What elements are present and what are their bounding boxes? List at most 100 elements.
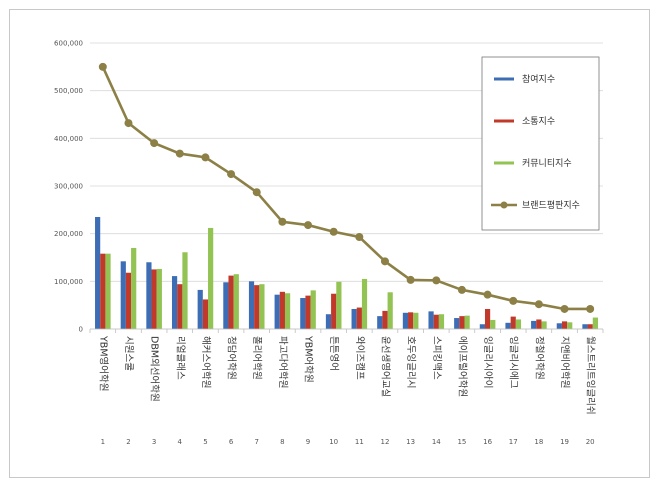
bar — [490, 319, 496, 329]
bar — [531, 320, 537, 329]
bar — [182, 252, 188, 329]
bar — [95, 216, 101, 329]
category-name-label: 지앤비어학원 — [559, 336, 570, 388]
category-name-label: YBM어학원 — [303, 335, 314, 383]
x-tick-label: 5 — [203, 438, 207, 446]
category-name-label: 스피킹맥스 — [431, 336, 443, 380]
bar — [484, 308, 491, 329]
bar — [567, 322, 573, 329]
line-point — [380, 257, 389, 266]
category-name-label: 와이즈캠프 — [354, 336, 366, 380]
bar — [556, 323, 562, 329]
bar — [387, 292, 393, 329]
x-tick-label: 3 — [152, 438, 156, 446]
y-tick-label: 400,000 — [54, 135, 83, 143]
line-point — [124, 119, 133, 128]
bar — [310, 290, 316, 329]
bar — [515, 319, 522, 329]
bar — [177, 284, 183, 329]
bar — [233, 274, 239, 329]
x-tick-label: 17 — [509, 438, 518, 446]
category-name-label: DBM외선어학원 — [149, 336, 161, 402]
bar — [300, 298, 306, 329]
y-tick-label: 500,000 — [54, 87, 83, 95]
category-name-label: 월스트리트잉글리쉬 — [585, 336, 597, 415]
bar — [125, 272, 132, 329]
category-name-label: 리얼클래스 — [174, 336, 185, 380]
bar — [248, 281, 255, 329]
bar — [479, 324, 485, 329]
x-tick-label: 13 — [406, 438, 415, 446]
legend-label: 브랜드평판지수 — [522, 200, 580, 211]
category-name-label: 에이프릴어학원 — [456, 336, 467, 397]
line-point — [534, 300, 543, 309]
y-tick-label: 200,000 — [54, 230, 83, 238]
line-point — [560, 304, 569, 313]
legend-swatch — [494, 77, 514, 81]
bar — [361, 278, 368, 329]
bar — [454, 318, 460, 329]
line-point — [586, 304, 595, 313]
bar — [459, 316, 465, 329]
y-tick-label: 600,000 — [54, 40, 83, 48]
line-point — [304, 221, 313, 230]
bar — [156, 268, 162, 329]
x-tick-label: 10 — [329, 438, 338, 446]
legend-box — [481, 56, 600, 231]
legend-swatch — [494, 119, 514, 123]
bar — [305, 295, 311, 329]
bar — [331, 293, 337, 329]
category-name-label: 튼튼영어 — [328, 336, 339, 371]
bar — [274, 294, 280, 329]
category-name-label: ΥΒΜ영어학원 — [97, 335, 108, 391]
category-name-label: 파고다어학원 — [277, 336, 288, 388]
bar — [582, 324, 588, 329]
line-point — [175, 149, 184, 158]
bar — [105, 253, 111, 329]
bar — [536, 319, 542, 329]
line-point — [432, 276, 441, 285]
bar — [279, 291, 285, 329]
x-tick-label: 1 — [101, 438, 105, 446]
bar — [510, 316, 516, 329]
category-name-label: 시원스쿨 — [123, 336, 134, 371]
legend-label: 커뮤니티지수 — [522, 158, 572, 169]
line-point — [329, 227, 338, 236]
bar — [100, 253, 106, 329]
line-point — [201, 153, 210, 162]
x-tick-label: 14 — [432, 438, 441, 446]
category-name-label: 윤선생영어교실 — [379, 336, 390, 397]
line-point — [355, 233, 364, 242]
bar — [259, 284, 265, 329]
line-point — [150, 139, 159, 148]
y-tick-label: 0 — [79, 326, 83, 334]
bar — [131, 247, 137, 329]
line-series — [98, 62, 595, 313]
x-tick-label: 6 — [229, 438, 234, 446]
x-tick-label: 19 — [560, 438, 569, 446]
bar — [464, 315, 470, 329]
category-name-label: 청담어학원 — [226, 336, 238, 380]
line-point — [98, 62, 107, 71]
x-tick-label: 9 — [306, 438, 310, 446]
category-name-label: 폴리어학원 — [251, 336, 262, 380]
bar — [171, 276, 178, 329]
bar — [197, 289, 203, 329]
bar — [413, 312, 419, 329]
bar — [202, 299, 209, 329]
line-point — [278, 217, 287, 226]
x-tick-label: 4 — [178, 438, 183, 446]
legend-label: 참여지수 — [522, 73, 555, 85]
legend-marker — [500, 201, 508, 209]
bar — [541, 321, 547, 329]
bar — [561, 321, 568, 329]
x-tick-label: 7 — [254, 438, 258, 446]
bar — [325, 314, 332, 329]
bar — [428, 311, 434, 329]
bar — [223, 282, 229, 329]
x-tick-label: 20 — [586, 438, 595, 446]
line-point — [227, 170, 236, 179]
bar — [402, 312, 409, 329]
bar — [120, 261, 126, 329]
